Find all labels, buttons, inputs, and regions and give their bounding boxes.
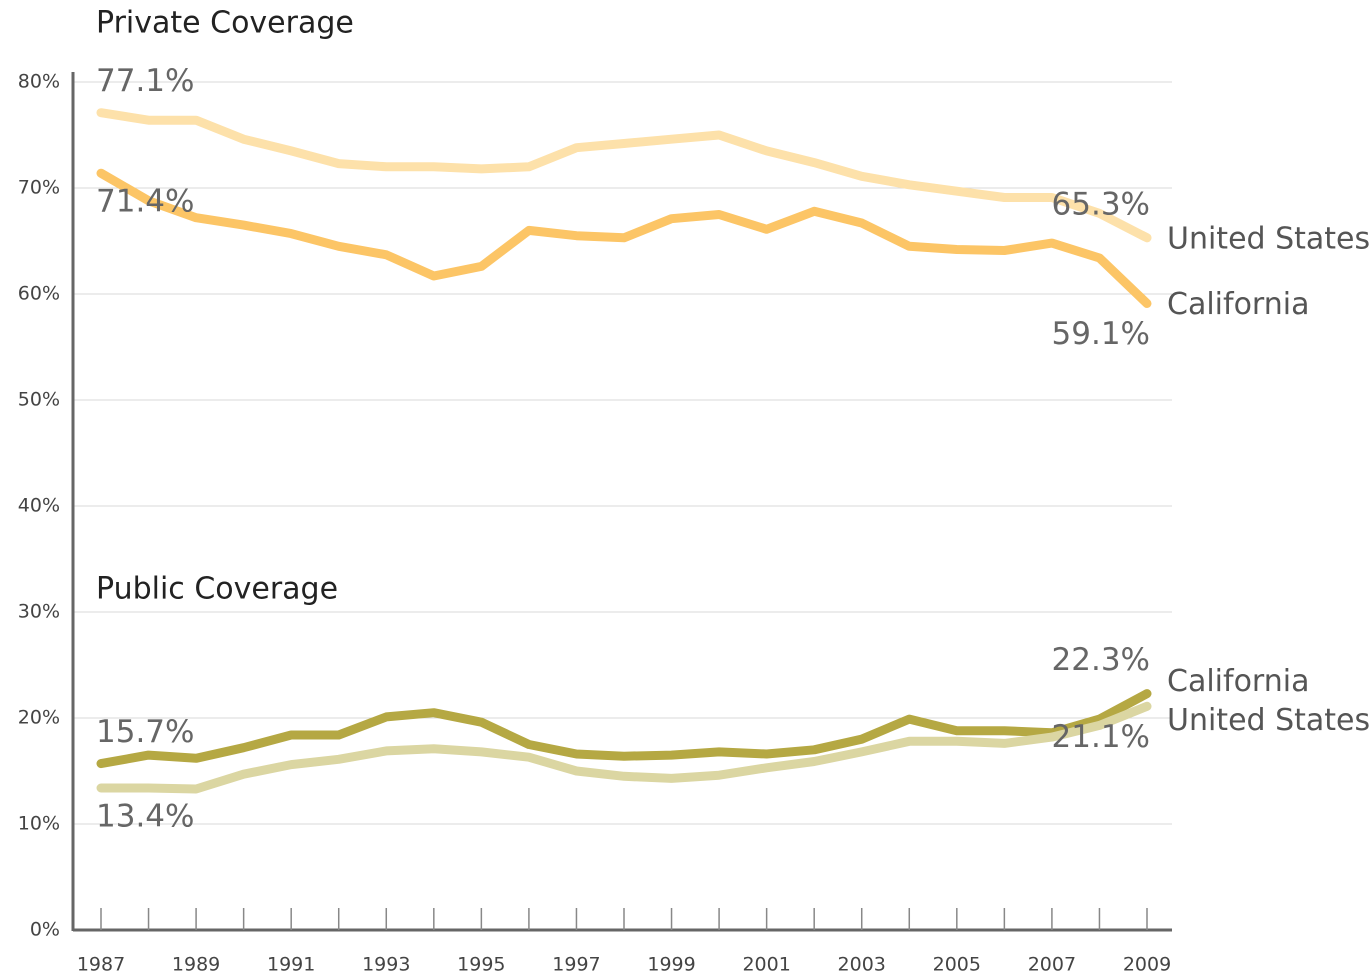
data-label: 65.3% (1052, 186, 1150, 222)
x-tick-label: 2005 (933, 954, 981, 976)
x-tick-label: 1997 (552, 954, 600, 976)
y-tick-label: 0% (30, 919, 60, 941)
data-label: 21.1% (1052, 719, 1150, 755)
data-label: 71.4% (96, 184, 194, 220)
y-tick-label: 10% (18, 813, 60, 835)
series-line (96, 689, 1152, 769)
series-line (96, 701, 1152, 794)
chart-title: Private Coverage (96, 6, 354, 41)
x-tick-label: 2003 (838, 954, 886, 976)
data-label: 13.4% (96, 798, 194, 834)
x-tick-label: 1987 (77, 954, 125, 976)
chart-title: Public Coverage (96, 572, 338, 607)
x-tick-label: 1989 (172, 954, 220, 976)
x-tick-label: 1995 (457, 954, 505, 976)
y-tick-label: 60% (18, 283, 60, 305)
y-tick-label: 20% (18, 707, 60, 729)
data-label: 59.1% (1052, 316, 1150, 352)
data-label: 15.7% (96, 714, 194, 750)
series-name: United States (1167, 703, 1370, 738)
y-tick-label: 40% (18, 495, 60, 517)
data-label: 77.1% (96, 63, 194, 99)
y-tick-label: 50% (18, 389, 60, 411)
series-name: California (1167, 287, 1309, 322)
series-name: United States (1167, 221, 1370, 256)
x-tick-label: 1991 (267, 954, 315, 976)
y-tick-label: 70% (18, 177, 60, 199)
y-tick-label: 30% (18, 601, 60, 623)
x-tick-label: 2001 (742, 954, 790, 976)
data-label: 22.3% (1052, 642, 1150, 678)
x-tick-label: 2009 (1123, 954, 1171, 976)
series-line (96, 168, 1152, 308)
x-tick-label: 2007 (1028, 954, 1076, 976)
y-tick-label: 80% (18, 71, 60, 93)
x-tick-label: 1993 (362, 954, 410, 976)
series-line (96, 108, 1152, 243)
series-name: California (1167, 664, 1309, 699)
x-tick-label: 1999 (647, 954, 695, 976)
